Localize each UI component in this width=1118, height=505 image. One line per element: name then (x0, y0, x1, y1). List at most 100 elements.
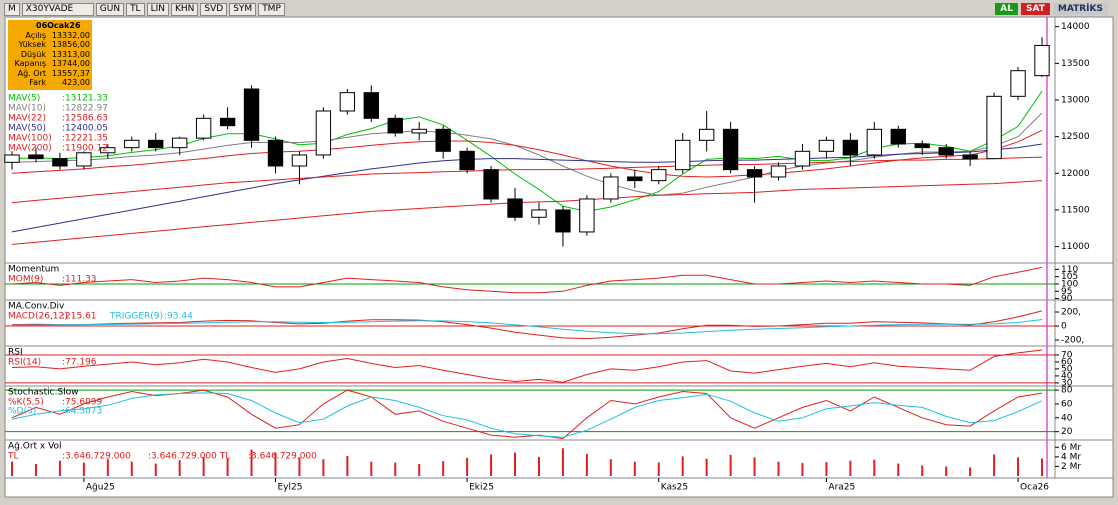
toolbar: M X30YVADE GUN TL LIN KHN SVD SYM TMP (4, 3, 285, 16)
legend-name: TRIGGER(9) (109, 312, 163, 322)
candle-body (866, 128, 883, 156)
y-tick-label: 11500 (1061, 205, 1090, 215)
info-row: Fark 423,00 (10, 78, 90, 88)
info-value: 423,00 (62, 78, 90, 87)
volume-bar (609, 459, 612, 476)
y-tick-label: 100 (1061, 279, 1078, 289)
candle-body (171, 137, 188, 149)
volume-bar (394, 462, 397, 476)
candle-body (603, 176, 619, 200)
tool[interactable]: LIN (146, 3, 169, 16)
volume-bar (178, 460, 181, 476)
candle-body (243, 88, 260, 141)
y-tick-label: 0 (1061, 322, 1067, 332)
candle-body (627, 176, 643, 182)
brand: MATRİKS (1052, 3, 1108, 15)
volume-bar (490, 454, 493, 476)
tool[interactable]: GUN (95, 3, 125, 16)
tool[interactable]: KHN (170, 3, 199, 16)
series-line (11, 392, 1043, 438)
sell-button[interactable]: SAT (1021, 3, 1050, 15)
volume-bar (466, 457, 469, 476)
volume-bar (921, 465, 924, 476)
y-tick-label: 12000 (1061, 169, 1090, 179)
volume-bar (250, 449, 253, 476)
volume-bar (657, 462, 660, 476)
x-tick-label: Eki25 (469, 483, 494, 493)
candle-body (315, 110, 332, 156)
tool[interactable]: SYM (229, 3, 257, 16)
legend-name: TL (7, 452, 19, 462)
candle-body (4, 154, 20, 163)
x-tick-label: Oca26 (1020, 483, 1049, 493)
candle-body (124, 139, 140, 149)
trade-buttons: AL SAT MATRİKS (995, 3, 1108, 15)
volume-bar (418, 464, 421, 476)
y-tick-label: 4 Mr (1061, 452, 1081, 462)
symbol[interactable]: X30YVADE (21, 3, 94, 16)
y-tick-label: 20 (1061, 427, 1073, 437)
volume-bar (154, 463, 157, 476)
candle-body (507, 198, 523, 218)
volume-bar (1041, 458, 1043, 476)
tool[interactable]: M (4, 3, 20, 16)
legend-name: MAV(50) (8, 124, 46, 134)
info-label: Düşük (20, 49, 46, 59)
info-value: 13332,00 (51, 30, 90, 40)
volume-bar (705, 458, 708, 476)
legend-value: :215.61 (62, 312, 97, 322)
volume-bar (537, 456, 540, 476)
info-value: 13557,37 (51, 68, 90, 78)
volume-bar (106, 459, 109, 476)
tool[interactable]: SVD (200, 3, 228, 16)
info-box: 06Ocak26 Açılış 13332,00 Yüksek 13856,00 Düş… (8, 20, 92, 90)
y-tick-label: 70 (1061, 350, 1073, 360)
candle-body (76, 152, 92, 167)
volume-bar (370, 461, 373, 476)
buy-button[interactable]: AL (995, 3, 1018, 15)
volume-bar (298, 457, 301, 476)
legend-value: :12586.63 (62, 114, 108, 124)
volume-bar (753, 457, 756, 476)
candle-body (746, 169, 763, 178)
volume-bar (945, 466, 948, 476)
candle-body (938, 147, 954, 156)
candle-body (651, 169, 667, 182)
candle-body (818, 139, 835, 152)
volume-bar (849, 460, 852, 476)
y-tick-label: 200, (1061, 308, 1081, 318)
legend-value: :12822.97 (62, 104, 108, 114)
series-line (11, 129, 1043, 178)
candle-body (339, 92, 356, 112)
panel-title: MA.Conv.Div (8, 302, 65, 312)
volume-bar (130, 461, 133, 476)
info-label: Fark (29, 78, 46, 87)
volume-bar (897, 463, 900, 476)
tool[interactable]: TL (126, 3, 145, 16)
legend-value: :93.44 (164, 312, 193, 322)
candle-body (1010, 70, 1026, 97)
tool[interactable]: TMP (258, 3, 285, 16)
y-tick-label: 13000 (1061, 96, 1090, 106)
candle-body (914, 143, 930, 149)
legend-name: RSI(14) (8, 358, 41, 368)
volume-bar (11, 461, 13, 476)
legend-name: MAV(10) (8, 104, 46, 114)
candle-body (435, 128, 451, 152)
series-line (11, 180, 1043, 245)
candle-body (722, 128, 739, 171)
plot-frame (4, 16, 1114, 498)
x-tick-label: Kas25 (661, 483, 688, 493)
legend-value: :64.5073 (62, 407, 102, 417)
y-tick-label: 60 (1061, 399, 1073, 409)
volume-bar (777, 461, 780, 476)
candle-body (411, 128, 427, 134)
x-tick-label: Eyl25 (277, 483, 302, 493)
candle-body (794, 150, 811, 167)
candle-body (28, 154, 44, 160)
series-line (11, 266, 1043, 294)
candle-body (100, 147, 116, 154)
info-label: Açılış (25, 30, 46, 40)
